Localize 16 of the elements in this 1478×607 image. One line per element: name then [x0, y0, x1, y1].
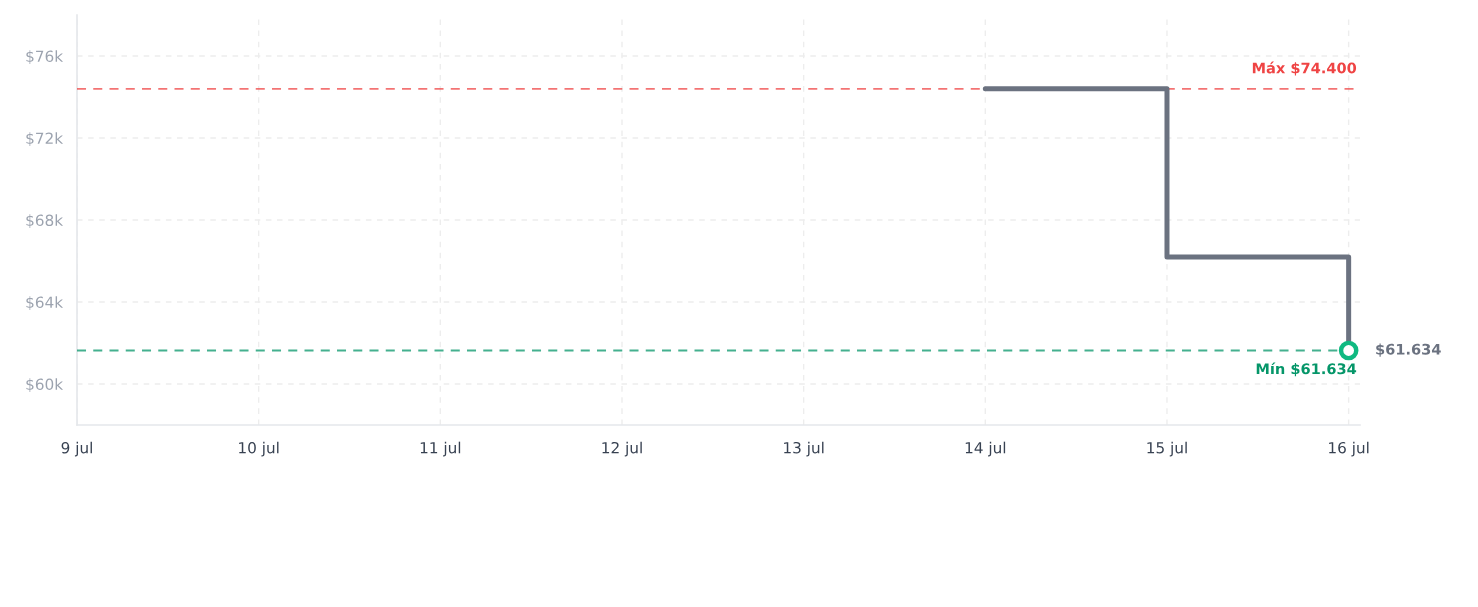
y-tick-label: $76k: [26, 50, 64, 65]
x-tick-label: 9 jul: [61, 441, 92, 457]
x-tick-label: 16 jul: [1329, 441, 1369, 457]
x-tick-label: 13 jul: [784, 441, 824, 457]
x-tick-label: 14 jul: [965, 441, 1006, 457]
x-tick-label: 11 jul: [420, 441, 461, 457]
x-tick-label: 10 jul: [239, 441, 279, 457]
y-tick-label: $72k: [26, 132, 64, 147]
x-tick-label: 12 jul: [602, 441, 642, 457]
y-tick-label: $64k: [26, 296, 64, 311]
data-label: $61.634: [1376, 343, 1441, 357]
y-tick-label: $60k: [26, 378, 64, 393]
x-tick-label: 15 jul: [1147, 441, 1187, 457]
ref-line-label: Máx $74.400: [1252, 61, 1357, 76]
y-tick-label: $68k: [26, 214, 64, 229]
ref-line-label: Mín $61.634: [1256, 362, 1357, 377]
